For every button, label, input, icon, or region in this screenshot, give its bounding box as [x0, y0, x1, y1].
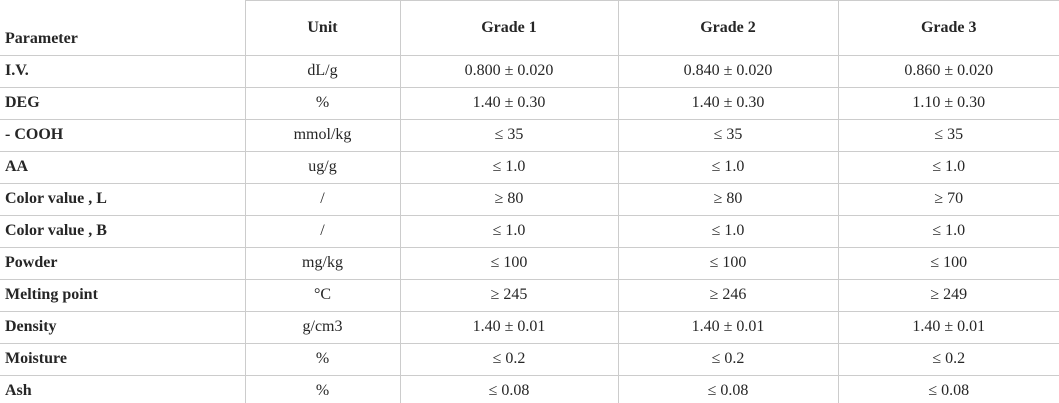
grade-3-cell: ≤ 0.2	[838, 343, 1059, 376]
table-header: Parameter Unit Grade 1 Grade 2 Grade 3	[0, 0, 1059, 56]
table-row: Color value , B / ≤ 1.0 ≤ 1.0 ≤ 1.0	[0, 215, 1059, 248]
parameter-cell: DEG	[0, 87, 246, 120]
grade-3-cell: 1.10 ± 0.30	[838, 87, 1059, 120]
grade-3-cell: 1.40 ± 0.01	[838, 311, 1059, 344]
unit-cell: /	[245, 183, 401, 216]
table-row: I.V. dL/g 0.800 ± 0.020 0.840 ± 0.020 0.860 …	[0, 55, 1059, 88]
parameter-cell: Melting point	[0, 279, 246, 312]
grade-2-cell: ≤ 1.0	[618, 151, 839, 184]
grade-1-cell: 0.800 ± 0.020	[400, 55, 619, 88]
parameter-cell: I.V.	[0, 55, 246, 88]
table-row: Color value , L / ≥ 80 ≥ 80 ≥ 70	[0, 183, 1059, 216]
header-parameter: Parameter	[0, 0, 246, 56]
table-row: AA ug/g ≤ 1.0 ≤ 1.0 ≤ 1.0	[0, 151, 1059, 184]
grade-2-cell: ≤ 35	[618, 119, 839, 152]
grade-2-cell: ≤ 1.0	[618, 215, 839, 248]
table-row: Powder mg/kg ≤ 100 ≤ 100 ≤ 100	[0, 247, 1059, 280]
grade-1-cell: ≤ 1.0	[400, 151, 619, 184]
parameter-cell: AA	[0, 151, 246, 184]
grade-2-cell: ≤ 0.2	[618, 343, 839, 376]
grade-2-cell: 0.840 ± 0.020	[618, 55, 839, 88]
header-row: Parameter Unit Grade 1 Grade 2 Grade 3	[0, 0, 1059, 56]
parameter-cell: Color value , L	[0, 183, 246, 216]
grade-2-cell: ≥ 246	[618, 279, 839, 312]
unit-cell: /	[245, 215, 401, 248]
grade-3-cell: ≤ 0.08	[838, 375, 1059, 403]
unit-cell: %	[245, 87, 401, 120]
grade-1-cell: ≤ 0.2	[400, 343, 619, 376]
table-row: Melting point °C ≥ 245 ≥ 246 ≥ 249	[0, 279, 1059, 312]
unit-cell: °C	[245, 279, 401, 312]
grade-2-cell: 1.40 ± 0.30	[618, 87, 839, 120]
unit-cell: mmol/kg	[245, 119, 401, 152]
table-row: Density g/cm3 1.40 ± 0.01 1.40 ± 0.01 1.40 ±…	[0, 311, 1059, 344]
grade-1-cell: ≤ 35	[400, 119, 619, 152]
grade-2-cell: ≥ 80	[618, 183, 839, 216]
grade-1-cell: ≥ 80	[400, 183, 619, 216]
unit-cell: ug/g	[245, 151, 401, 184]
table-row: - COOH mmol/kg ≤ 35 ≤ 35 ≤ 35	[0, 119, 1059, 152]
table-row: DEG% 1.40 ± 0.30 1.40 ± 0.30 1.10 ± 0.30	[0, 87, 1059, 120]
grade-3-cell: ≥ 249	[838, 279, 1059, 312]
grade-3-cell: ≥ 70	[838, 183, 1059, 216]
grade-2-cell: ≤ 0.08	[618, 375, 839, 403]
grade-1-cell: 1.40 ± 0.30	[400, 87, 619, 120]
header-grade-1: Grade 1	[400, 0, 619, 56]
grade-1-cell: 1.40 ± 0.01	[400, 311, 619, 344]
grade-2-cell: ≤ 100	[618, 247, 839, 280]
grade-1-cell: ≤ 1.0	[400, 215, 619, 248]
parameter-cell: Powder	[0, 247, 246, 280]
grade-3-cell: ≤ 1.0	[838, 151, 1059, 184]
unit-cell: g/cm3	[245, 311, 401, 344]
unit-cell: %	[245, 375, 401, 403]
grade-3-cell: ≤ 100	[838, 247, 1059, 280]
parameter-cell: Ash	[0, 375, 246, 403]
unit-cell: %	[245, 343, 401, 376]
grade-3-cell: 0.860 ± 0.020	[838, 55, 1059, 88]
grade-1-cell: ≤ 100	[400, 247, 619, 280]
grade-2-cell: 1.40 ± 0.01	[618, 311, 839, 344]
parameter-cell: - COOH	[0, 119, 246, 152]
grade-1-cell: ≤ 0.08	[400, 375, 619, 403]
table-body: I.V. dL/g 0.800 ± 0.020 0.840 ± 0.020 0.860 …	[0, 55, 1059, 403]
table-row: Moisture% ≤ 0.2 ≤ 0.2 ≤ 0.2	[0, 343, 1059, 376]
header-grade-2: Grade 2	[618, 0, 839, 56]
unit-cell: dL/g	[245, 55, 401, 88]
grade-3-cell: ≤ 1.0	[838, 215, 1059, 248]
parameter-cell: Density	[0, 311, 246, 344]
parameter-cell: Moisture	[0, 343, 246, 376]
table-row: Ash% ≤ 0.08 ≤ 0.08 ≤ 0.08	[0, 375, 1059, 403]
header-unit: Unit	[245, 0, 401, 56]
header-grade-3: Grade 3	[838, 0, 1059, 56]
grade-3-cell: ≤ 35	[838, 119, 1059, 152]
grade-1-cell: ≥ 245	[400, 279, 619, 312]
unit-cell: mg/kg	[245, 247, 401, 280]
parameter-cell: Color value , B	[0, 215, 246, 248]
